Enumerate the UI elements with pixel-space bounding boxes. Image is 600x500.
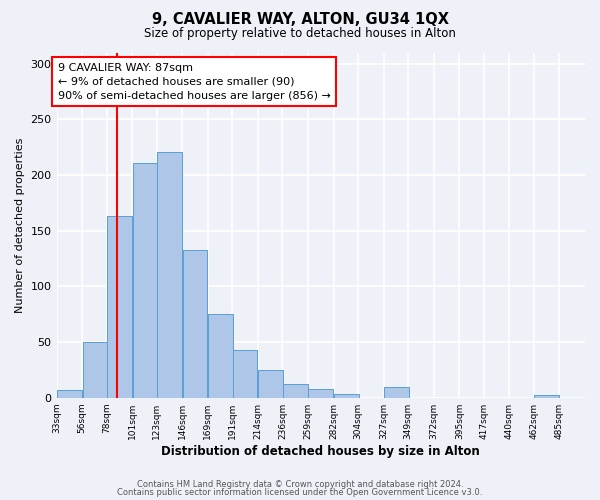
- Bar: [233, 350, 257, 398]
- Bar: [534, 396, 559, 398]
- Bar: [183, 250, 208, 398]
- Bar: [384, 386, 409, 398]
- Bar: [57, 390, 82, 398]
- Text: Contains HM Land Registry data © Crown copyright and database right 2024.: Contains HM Land Registry data © Crown c…: [137, 480, 463, 489]
- Text: Size of property relative to detached houses in Alton: Size of property relative to detached ho…: [144, 28, 456, 40]
- Bar: [208, 314, 233, 398]
- Bar: [157, 152, 182, 398]
- X-axis label: Distribution of detached houses by size in Alton: Distribution of detached houses by size …: [161, 444, 480, 458]
- Bar: [334, 394, 359, 398]
- Text: 9, CAVALIER WAY, ALTON, GU34 1QX: 9, CAVALIER WAY, ALTON, GU34 1QX: [151, 12, 449, 28]
- Text: Contains public sector information licensed under the Open Government Licence v3: Contains public sector information licen…: [118, 488, 482, 497]
- Bar: [259, 370, 283, 398]
- Bar: [107, 216, 132, 398]
- Bar: [283, 384, 308, 398]
- Bar: [83, 342, 107, 398]
- Text: 9 CAVALIER WAY: 87sqm
← 9% of detached houses are smaller (90)
90% of semi-detac: 9 CAVALIER WAY: 87sqm ← 9% of detached h…: [58, 62, 331, 100]
- Bar: [308, 389, 333, 398]
- Bar: [133, 162, 157, 398]
- Y-axis label: Number of detached properties: Number of detached properties: [15, 138, 25, 313]
